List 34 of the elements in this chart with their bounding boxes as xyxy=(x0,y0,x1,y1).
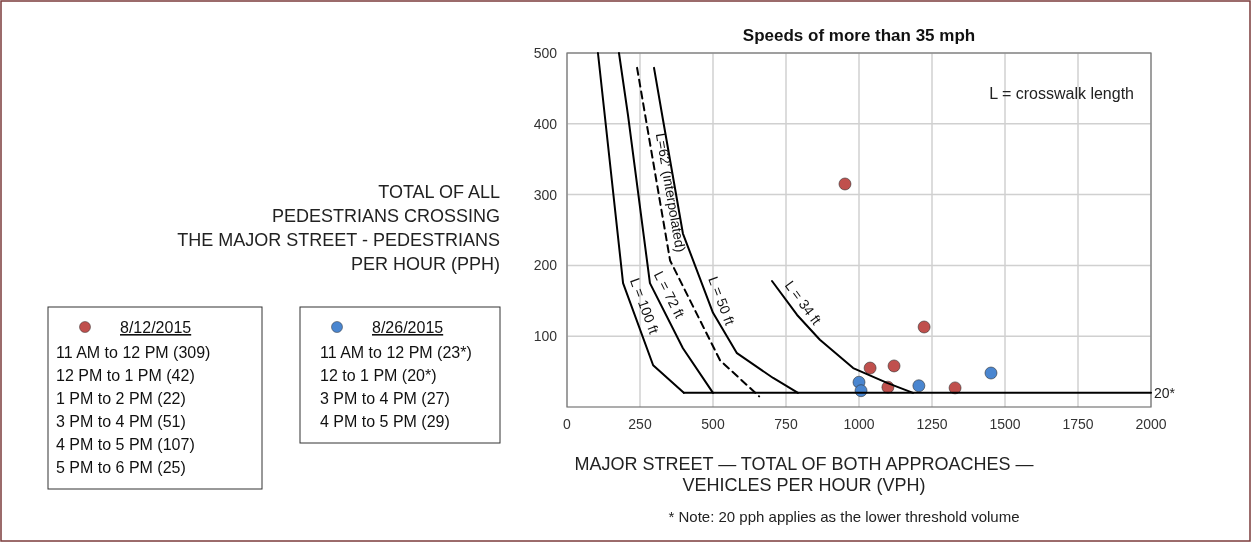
y-axis-title: TOTAL OF ALL PEDESTRIANS CROSSING THE MAJOR STREET - PEDESTRIANS PER HOUR (PPH) xyxy=(177,182,500,274)
text: 12 to 1 PM (20*) xyxy=(320,367,437,384)
x-tick-label: 2000 xyxy=(1135,416,1167,432)
x-tick-label: 1000 xyxy=(843,416,875,432)
text: 4 PM to 5 PM (29) xyxy=(320,413,450,430)
text: 11 AM to 12 PM (23*) xyxy=(320,344,472,361)
annotation: L = 34 ft xyxy=(781,277,825,328)
legend-label: 8/26/2015 xyxy=(372,319,444,336)
text: * Note: 20 pph applies as the lower threshold volume xyxy=(668,508,1020,525)
text: 1 PM to 2 PM (22) xyxy=(56,390,186,407)
x-tick-label: 0 xyxy=(563,416,572,432)
x-tick-label: 1250 xyxy=(916,416,948,432)
text: 11 AM to 12 PM (309) xyxy=(56,344,211,361)
y-tick-label: 200 xyxy=(533,257,558,274)
legend-label: 8/12/2015 xyxy=(120,319,192,336)
y-tick-label: 500 xyxy=(533,45,558,61)
y-tick-label: 100 xyxy=(533,328,558,345)
x-tick-label: 1500 xyxy=(989,416,1021,432)
text: 5 PM to 6 PM (25) xyxy=(56,459,186,476)
y-tick-label: 300 xyxy=(533,186,558,203)
text: 3 PM to 4 PM (51) xyxy=(56,413,186,430)
x-tick-label: 750 xyxy=(774,416,798,432)
annotation: 20* xyxy=(1154,384,1176,401)
text: 4 PM to 5 PM (107) xyxy=(56,436,195,453)
y-tick-label: 400 xyxy=(533,115,558,132)
text: 3 PM to 4 PM (27) xyxy=(320,390,450,407)
x-tick-label: 250 xyxy=(628,416,652,432)
x-tick-label: 1750 xyxy=(1062,416,1094,432)
x-tick-label: 500 xyxy=(701,416,725,432)
chart-title: Speeds of more than 35 mph xyxy=(742,26,976,45)
x-axis-title: MAJOR STREET — TOTAL OF BOTH APPROACHES — VEHICLES PER HOUR (VPH) xyxy=(574,454,1034,495)
text: 12 PM to 1 PM (42) xyxy=(56,367,195,384)
annotation: L = crosswalk length xyxy=(989,85,1134,102)
annotation: L = 50 ft xyxy=(705,274,739,328)
